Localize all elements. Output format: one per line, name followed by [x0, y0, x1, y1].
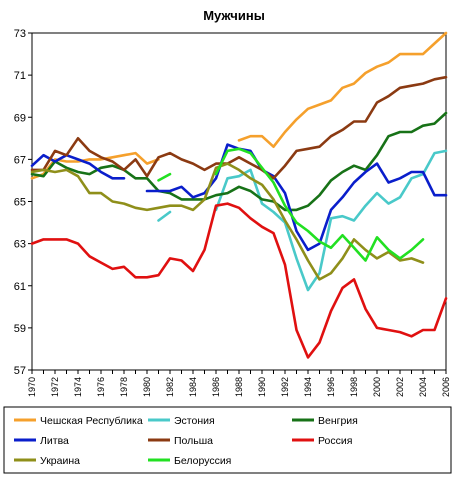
legend-item: Чешская Республика — [14, 415, 143, 427]
legend-box — [3, 406, 452, 474]
series-line — [30, 111, 448, 212]
y-tick-label: 71 — [14, 70, 26, 82]
legend-label: Эстония — [174, 415, 215, 427]
legend-item: Украина — [14, 455, 80, 467]
series-line — [30, 75, 448, 180]
x-tick-label: 2002 — [395, 377, 405, 397]
x-tick-label: 2000 — [372, 377, 382, 397]
series-line — [30, 162, 425, 281]
series-3 — [30, 143, 448, 252]
x-tick-label: 1994 — [303, 377, 313, 397]
series-line — [30, 202, 448, 359]
x-tick-label: 2006 — [441, 377, 451, 397]
x-tick-label: 1976 — [96, 377, 106, 397]
x-tick-label: 1986 — [211, 377, 221, 397]
y-tick-label: 73 — [14, 28, 26, 40]
legend: Чешская Республика Эстония Венгрия Литва Пол… — [3, 406, 452, 474]
legend-item: Белоруссия — [148, 455, 231, 467]
plot-border — [31, 32, 447, 371]
x-tick-label: 1990 — [257, 377, 267, 397]
series-6 — [30, 162, 425, 281]
legend-label: Белоруссия — [174, 455, 231, 467]
y-tick-label: 69 — [14, 112, 26, 124]
series-line — [157, 147, 425, 262]
y-tick-label: 61 — [14, 281, 26, 293]
legend-item: Россия — [292, 435, 352, 447]
legend-item: Польша — [148, 435, 213, 447]
legend-label: Чешская Республика — [40, 415, 143, 427]
y-tick-label: 67 — [14, 154, 26, 166]
x-axis: 1970 1972 1974 1976 1978 1980 1982 1984 1986 1988… — [27, 370, 451, 397]
series-line — [30, 143, 448, 252]
series-4 — [30, 75, 448, 180]
series-5 — [30, 202, 448, 359]
y-tick-label: 59 — [14, 323, 26, 335]
x-tick-label: 1984 — [188, 377, 198, 397]
x-tick-label: 1992 — [280, 377, 290, 397]
y-tick-label: 63 — [14, 239, 26, 251]
chart-title: Мужчины — [203, 8, 265, 23]
x-tick-label: 1998 — [349, 377, 359, 397]
x-tick-label: 1980 — [142, 377, 152, 397]
legend-item: Литва — [14, 435, 69, 447]
legend-item: Венгрия — [292, 415, 358, 427]
legend-item: Эстония — [148, 415, 215, 427]
series-lines — [30, 31, 448, 359]
x-tick-label: 1996 — [326, 377, 336, 397]
x-tick-label: 1978 — [119, 377, 129, 397]
series-2 — [30, 111, 448, 212]
y-axis: 57 59 61 63 65 67 69 71 73 — [14, 28, 32, 377]
x-tick-label: 2004 — [418, 377, 428, 397]
x-tick-label: 1982 — [165, 377, 175, 397]
y-tick-label: 65 — [14, 197, 26, 209]
legend-label: Украина — [40, 455, 80, 467]
y-tick-label: 57 — [14, 365, 26, 377]
legend-label: Венгрия — [318, 415, 358, 427]
legend-label: Россия — [318, 435, 352, 447]
legend-label: Литва — [40, 435, 69, 447]
x-tick-label: 1974 — [73, 377, 83, 397]
legend-label: Польша — [174, 435, 213, 447]
x-tick-label: 1988 — [234, 377, 244, 397]
x-tick-label: 1970 — [27, 377, 37, 397]
x-tick-label: 1972 — [50, 377, 60, 397]
plot-area — [31, 32, 447, 371]
series-7 — [157, 147, 425, 262]
